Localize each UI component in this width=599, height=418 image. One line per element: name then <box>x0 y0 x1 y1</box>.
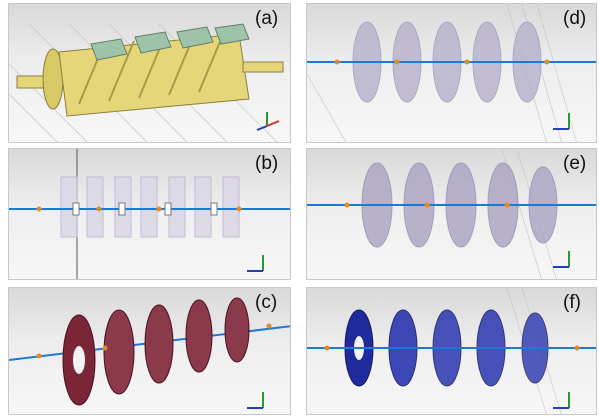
panel-d-scene <box>307 4 596 142</box>
panel-f-scene <box>307 288 596 414</box>
panel-b-scene <box>9 149 290 279</box>
axis-triad-f <box>553 392 570 409</box>
block-3 <box>176 26 214 49</box>
panel-d-label: (d) <box>563 8 587 29</box>
axis-triad-b <box>247 255 264 272</box>
axis-triad-d <box>553 113 570 130</box>
panel-b-label: (b) <box>255 153 279 174</box>
axis-triad-e <box>553 251 570 268</box>
panel-d: (d) <box>306 3 597 143</box>
panel-c: (c) <box>8 287 291 415</box>
ring-c-2 <box>103 309 135 395</box>
panel-e: (e) <box>306 148 597 280</box>
ring-c-5 <box>224 297 250 363</box>
axis-triad-a <box>256 112 280 131</box>
panel-c-scene <box>9 297 290 409</box>
panel-a: (a) <box>8 3 291 143</box>
block-4 <box>214 23 250 45</box>
panel-e-scene <box>307 149 596 279</box>
panel-b: (b) <box>8 148 291 280</box>
axis-triad-c <box>247 392 264 409</box>
block-2 <box>134 31 172 54</box>
panel-f-label: (f) <box>563 292 581 313</box>
panel-a-label: (a) <box>255 8 279 29</box>
panel-a-scene <box>9 23 284 142</box>
panel-c-label: (c) <box>255 292 278 313</box>
ring-c-4 <box>185 299 213 373</box>
block-1 <box>90 38 128 61</box>
ring-c-3 <box>144 304 174 384</box>
panel-e-label: (e) <box>563 153 587 174</box>
panel-f: (f) <box>306 287 597 415</box>
